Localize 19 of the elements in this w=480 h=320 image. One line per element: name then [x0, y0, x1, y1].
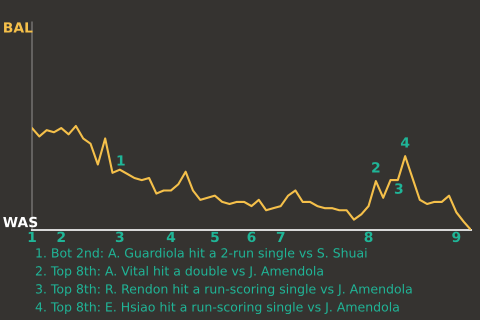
- x-tick-label: 2: [58, 232, 65, 242]
- annotation: WAS: [3, 216, 38, 228]
- annotation: 4: [400, 137, 410, 148]
- text: 1. Bot 2nd: A. Guardiola hit a 2-run single vs S. Shuai: [36, 248, 366, 260]
- x-tick-label: 5: [211, 232, 219, 242]
- annotation: 3: [394, 183, 403, 194]
- text: 3. Top 8th: R. Rendon hit a run-scoring single vs J. Amendola: [36, 284, 412, 296]
- x-tick-label: 9: [452, 232, 460, 242]
- x-tick-label: 6: [248, 232, 256, 242]
- x-tick-label: 1: [28, 232, 36, 242]
- annotation: 2: [372, 162, 380, 172]
- x-tick-label: 8: [364, 232, 373, 242]
- annotation: 1: [118, 155, 125, 166]
- x-tick-label: 3: [116, 232, 124, 242]
- text: BAL: [4, 22, 33, 33]
- x-tick-label: 4: [166, 232, 176, 242]
- x-tick-label: 7: [276, 232, 284, 242]
- text: 4. Top 8th: E. Hsiao hit a run-scoring single vs J. Amendola: [36, 302, 399, 314]
- text: 2. Top 8th: A. Vital hit a double vs J. Amendola: [36, 266, 323, 278]
